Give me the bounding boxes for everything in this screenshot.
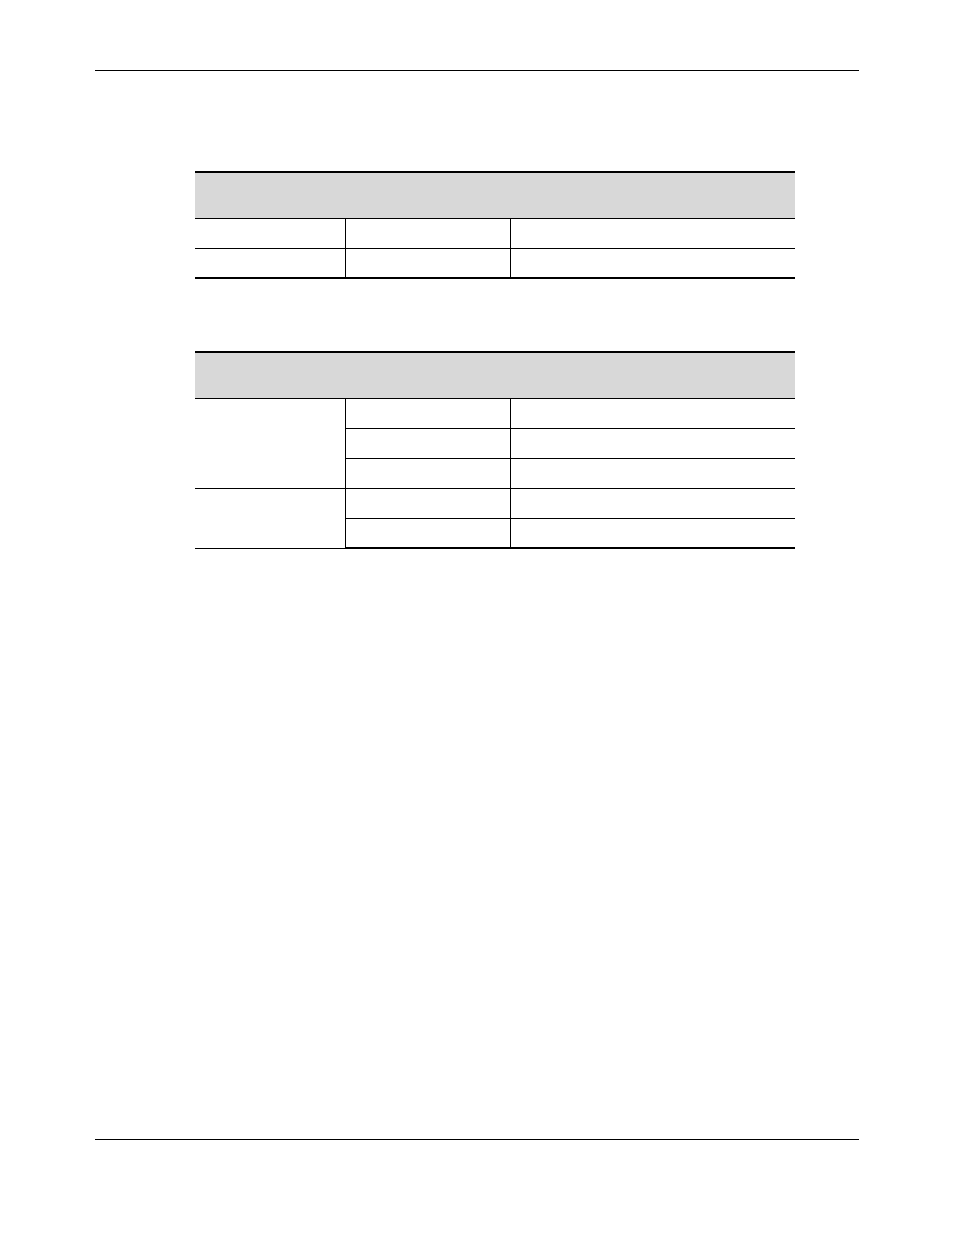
table-cell: [510, 488, 795, 518]
table-cell: [510, 458, 795, 488]
table-cell: [345, 488, 510, 518]
table-cell: [345, 248, 510, 278]
table-row: [195, 248, 795, 278]
table-2-header-row: [195, 352, 795, 398]
table-cell-group: [195, 398, 345, 488]
table-1-col-1-header: [195, 172, 345, 218]
table-cell-group: [195, 488, 345, 548]
table-cell: [195, 218, 345, 248]
table-cell: [510, 248, 795, 278]
table-2: [195, 351, 795, 549]
table-cell: [345, 218, 510, 248]
table-row: [195, 488, 795, 518]
table-2-col-3-header: [510, 352, 795, 398]
table-cell: [510, 428, 795, 458]
table-cell: [195, 248, 345, 278]
table-1-wrap: [195, 171, 795, 279]
table-row: [195, 398, 795, 428]
table-row: [195, 218, 795, 248]
table-1-header-row: [195, 172, 795, 218]
table-1-col-2-header: [345, 172, 510, 218]
table-1-col-3-header: [510, 172, 795, 218]
bottom-rule: [95, 1139, 859, 1140]
table-2-wrap: [195, 351, 795, 549]
table-cell: [345, 518, 510, 548]
top-rule: [95, 70, 859, 71]
table-2-col-1-header: [195, 352, 345, 398]
table-cell: [510, 398, 795, 428]
page-content: [95, 70, 859, 549]
table-gap: [95, 279, 859, 351]
table-cell: [345, 458, 510, 488]
table-1: [195, 171, 795, 279]
table-cell: [345, 398, 510, 428]
table-cell: [345, 428, 510, 458]
table-cell: [510, 518, 795, 548]
table-2-col-2-header: [345, 352, 510, 398]
table-cell: [510, 218, 795, 248]
